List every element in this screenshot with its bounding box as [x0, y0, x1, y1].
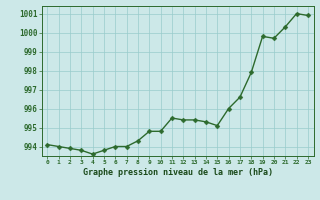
X-axis label: Graphe pression niveau de la mer (hPa): Graphe pression niveau de la mer (hPa) [83, 168, 273, 177]
